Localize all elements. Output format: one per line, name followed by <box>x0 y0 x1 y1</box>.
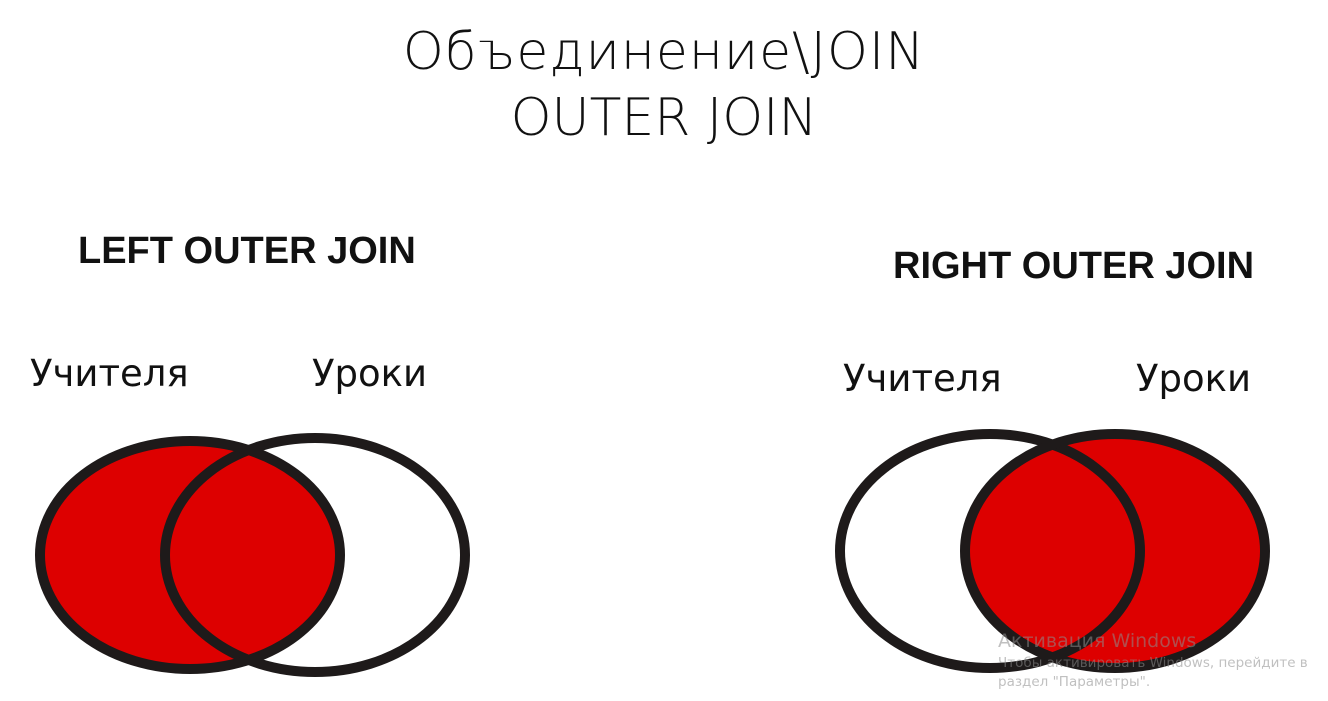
slide-title: Объединение\JOIN <box>402 22 926 82</box>
watermark-title: Активация Windows <box>998 630 1197 652</box>
left-venn-teachers-outline <box>35 436 345 674</box>
right-diagram-teachers-label: Учителя <box>843 357 1002 400</box>
left-outer-join-venn <box>35 433 470 677</box>
right-outer-join-venn <box>835 429 1270 673</box>
left-venn-lessons-outline <box>160 433 470 677</box>
right-venn-lessons-outline <box>960 429 1270 673</box>
right-venn-teachers-outline <box>835 429 1145 673</box>
windows-activation-watermark: Активация Windows Чтобы активировать Win… <box>998 630 1308 690</box>
left-diagram-teachers-label: Учителя <box>30 352 189 395</box>
watermark-line-1: Чтобы активировать Windows, перейдите в <box>998 655 1308 671</box>
right-diagram-lessons-label: Уроки <box>1136 357 1252 400</box>
left-diagram-lessons-label: Уроки <box>312 352 428 395</box>
slide-subtitle: OUTER JOIN <box>510 88 818 148</box>
left-venn-teachers-fill <box>40 441 340 669</box>
watermark-line-2: раздел "Параметры". <box>998 674 1151 690</box>
right-join-heading: RIGHT OUTER JOIN <box>893 245 1255 287</box>
right-venn-lessons-fill <box>965 434 1265 668</box>
left-join-heading: LEFT OUTER JOIN <box>78 230 416 272</box>
